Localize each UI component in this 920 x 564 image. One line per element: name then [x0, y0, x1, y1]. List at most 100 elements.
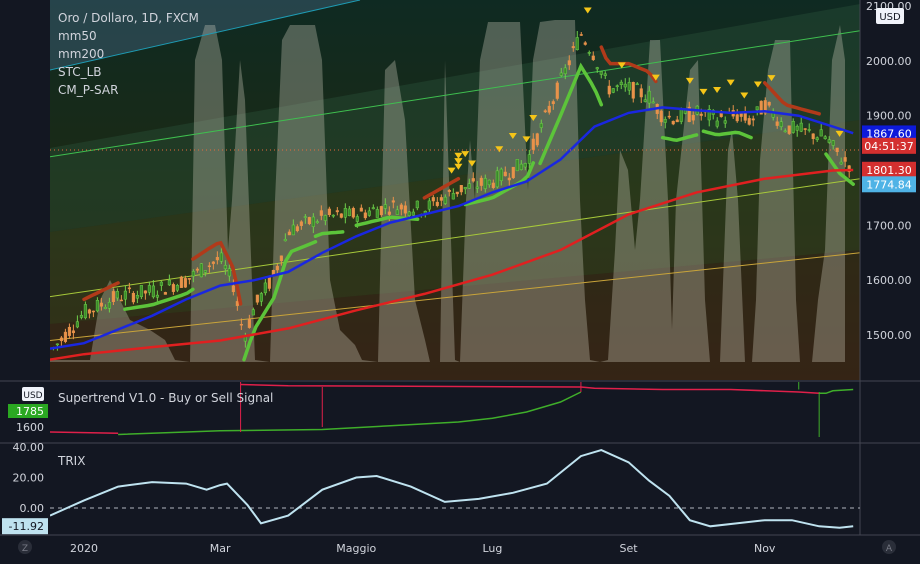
candle: [467, 178, 471, 189]
candle: [611, 88, 615, 94]
candle: [787, 125, 791, 136]
sell-signal-marker: [529, 114, 538, 121]
candle: [819, 123, 823, 137]
y-tick-label: 1700.00: [866, 219, 912, 232]
main-pane-background: [50, 0, 860, 380]
supertrend-buy-line: [118, 391, 582, 436]
psar-segment: [422, 176, 461, 200]
candle: [343, 203, 347, 224]
candle: [599, 70, 603, 79]
sell-signal-marker: [508, 133, 517, 140]
candle: [151, 280, 155, 299]
sell-signal-marker: [454, 152, 463, 159]
candle: [363, 209, 367, 220]
candle: [531, 133, 535, 154]
candle: [251, 307, 255, 316]
sell-signal-marker: [713, 86, 722, 93]
candle: [607, 80, 611, 98]
right-a-label[interactable]: A: [886, 544, 893, 554]
candle: [495, 166, 499, 189]
candle: [91, 310, 95, 318]
candle: [687, 101, 691, 123]
candle: [459, 185, 463, 196]
candle: [227, 264, 231, 282]
right-a-button[interactable]: [882, 540, 896, 554]
candle: [791, 118, 795, 134]
candle: [639, 84, 643, 104]
x-tick-label: Maggio: [336, 542, 376, 555]
candle: [471, 172, 475, 183]
supertrend-y-tick: 1600: [16, 421, 44, 434]
psar-segment: [660, 133, 699, 142]
sell-signal-marker: [522, 136, 531, 143]
candle: [487, 179, 491, 188]
candle: [111, 288, 115, 306]
candle: [215, 251, 219, 265]
candle: [279, 255, 283, 266]
time-axis[interactable]: 2020 Mar Maggio Lug Set Nov: [70, 542, 776, 555]
candle: [259, 291, 263, 307]
channel-fill-upper: [50, 4, 860, 232]
candle: [619, 79, 623, 90]
candle: [107, 297, 111, 313]
left-z-button[interactable]: [18, 540, 32, 554]
sell-signal-marker: [454, 163, 463, 170]
candle: [391, 196, 395, 209]
candle: [455, 191, 459, 197]
candle: [247, 314, 251, 329]
candle: [803, 128, 807, 135]
candle: [575, 31, 579, 51]
psar-segment: [82, 281, 120, 302]
candle: [291, 219, 295, 236]
trix-y-tick: 40.00: [13, 441, 45, 454]
candle: [235, 296, 239, 311]
trend-line: [50, 252, 860, 341]
supertrend-left-axis[interactable]: USD 1785 1600: [8, 387, 48, 434]
candle: [507, 173, 511, 186]
candle: [543, 109, 547, 114]
candle: [571, 41, 575, 52]
left-z-label[interactable]: Z: [22, 544, 28, 554]
candle: [307, 216, 311, 226]
candle: [707, 105, 711, 127]
price-label: 1801.30: [862, 161, 916, 178]
candle: [447, 188, 451, 197]
candle: [287, 229, 291, 236]
supertrend-currency: USD: [23, 391, 42, 401]
candle: [139, 285, 143, 300]
candle: [195, 267, 199, 273]
trend-line: [50, 30, 860, 158]
svg-text:1801.30: 1801.30: [866, 164, 912, 177]
trix-y-tick: 20.00: [13, 472, 45, 485]
psar-segment: [824, 152, 855, 186]
psar-segment: [463, 161, 536, 207]
trix-line: [50, 449, 854, 529]
sell-signal-marker: [685, 77, 694, 84]
candle: [399, 202, 403, 216]
candle: [79, 310, 83, 320]
candle: [95, 297, 99, 313]
svg-text:04:51:37: 04:51:37: [864, 140, 913, 153]
supertrend-sell-line: [240, 383, 820, 395]
candle: [847, 165, 851, 178]
sell-signal-marker: [740, 92, 749, 99]
candle: [131, 291, 135, 305]
currency-badge[interactable]: USD: [876, 8, 904, 24]
candle: [203, 270, 207, 277]
supertrend-title: Supertrend V1.0 - Buy or Sell Signal: [58, 391, 273, 405]
candle: [211, 261, 215, 270]
candle: [643, 94, 647, 103]
candle: [523, 162, 527, 171]
candle: [603, 71, 607, 79]
candle: [335, 207, 339, 216]
candle: [595, 66, 599, 73]
candle: [827, 136, 831, 144]
trix-left-axis[interactable]: 40.00 20.00 0.00 -11.92: [2, 441, 48, 535]
candle: [87, 308, 91, 319]
candle: [811, 133, 815, 145]
candle: [407, 211, 411, 218]
candle: [375, 206, 379, 218]
